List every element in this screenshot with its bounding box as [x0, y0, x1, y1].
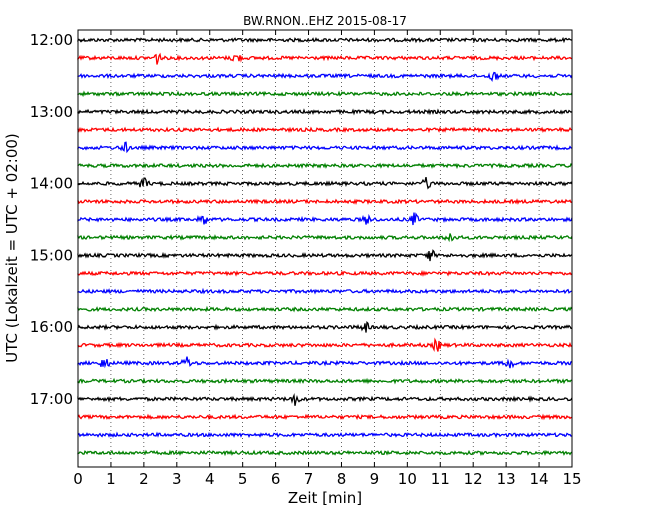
- axes-box: [77, 29, 573, 468]
- y-tick-label: 17:00: [30, 390, 73, 408]
- x-tick-label: 4: [205, 470, 215, 488]
- x-tick-label: 10: [398, 470, 417, 488]
- trace-1300: [77, 108, 573, 116]
- x-tick-label: 12: [464, 470, 483, 488]
- trace-1730: [77, 431, 573, 439]
- trace-1530: [77, 287, 573, 295]
- plot-frame: [77, 29, 573, 468]
- x-tick-label: 11: [431, 470, 450, 488]
- y-tick-label: 13:00: [30, 103, 73, 121]
- x-axis-label: Zeit [min]: [288, 489, 362, 507]
- chart-title: BW.RNON..EHZ 2015-08-17: [243, 14, 407, 28]
- x-tick-label: 5: [238, 470, 248, 488]
- seismogram-traces: [77, 36, 573, 457]
- trace-1330: [77, 141, 572, 154]
- trace-1345: [77, 162, 573, 170]
- trace-1515: [77, 269, 573, 277]
- grid-lines: [110, 30, 540, 467]
- trace-1200: [77, 36, 573, 44]
- y-axis-label: UTC (Lokalzeit = UTC + 02:00): [3, 133, 21, 363]
- trace-1715: [77, 413, 573, 421]
- trace-1600: [77, 321, 573, 333]
- trace-1415: [77, 198, 573, 206]
- x-tick-label: 0: [73, 470, 83, 488]
- x-tick-label: 3: [172, 470, 182, 488]
- trace-1645: [77, 377, 573, 385]
- y-tick-label: 16:00: [30, 318, 73, 336]
- trace-1430: [77, 212, 573, 226]
- x-tick-label: 13: [497, 470, 516, 488]
- x-tick-label: 1: [106, 470, 116, 488]
- trace-1700: [77, 393, 573, 406]
- y-tick-label: 15:00: [30, 246, 73, 264]
- trace-1745: [77, 449, 573, 457]
- trace-1315: [77, 126, 573, 134]
- trace-1400: [77, 176, 573, 190]
- trace-1630: [77, 356, 573, 369]
- x-tick-label: 2: [139, 470, 149, 488]
- x-tick-label: 15: [562, 470, 581, 488]
- x-tick-label: 9: [370, 470, 380, 488]
- x-tick-label: 6: [271, 470, 281, 488]
- y-tick-label: 14:00: [30, 175, 73, 193]
- trace-1215: [77, 52, 573, 65]
- trace-1230: [77, 71, 573, 82]
- trace-1615: [77, 337, 573, 352]
- trace-1445: [77, 233, 573, 243]
- y-axis-ticks: 12:00 13:00 14:00 15:00 16:00 17:00: [30, 31, 83, 408]
- x-tick-label: 14: [530, 470, 549, 488]
- trace-1545: [77, 305, 573, 313]
- x-axis-ticks: 0 1 2 3 4 5 6 7 8 9 10 11 12 13 14 15: [73, 30, 582, 488]
- y-tick-label: 12:00: [30, 31, 73, 49]
- trace-1245: [77, 90, 573, 98]
- x-tick-label: 7: [304, 470, 314, 488]
- x-tick-label: 8: [337, 470, 347, 488]
- trace-1500: [77, 249, 573, 262]
